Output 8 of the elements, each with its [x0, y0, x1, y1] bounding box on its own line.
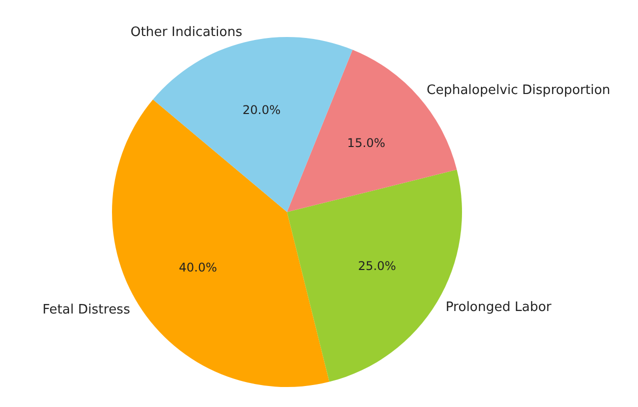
slice-label: Other Indications	[130, 24, 242, 40]
data-label: 15.0%	[347, 136, 386, 150]
slice-label: Prolonged Labor	[446, 300, 552, 315]
slice-label: Fetal Distress	[42, 302, 130, 318]
data-label: 25.0%	[358, 259, 396, 274]
data-label: 20.0%	[242, 103, 281, 118]
slice-label: Cephalopelvic Disproportion	[426, 83, 610, 98]
data-label: 40.0%	[178, 260, 218, 275]
